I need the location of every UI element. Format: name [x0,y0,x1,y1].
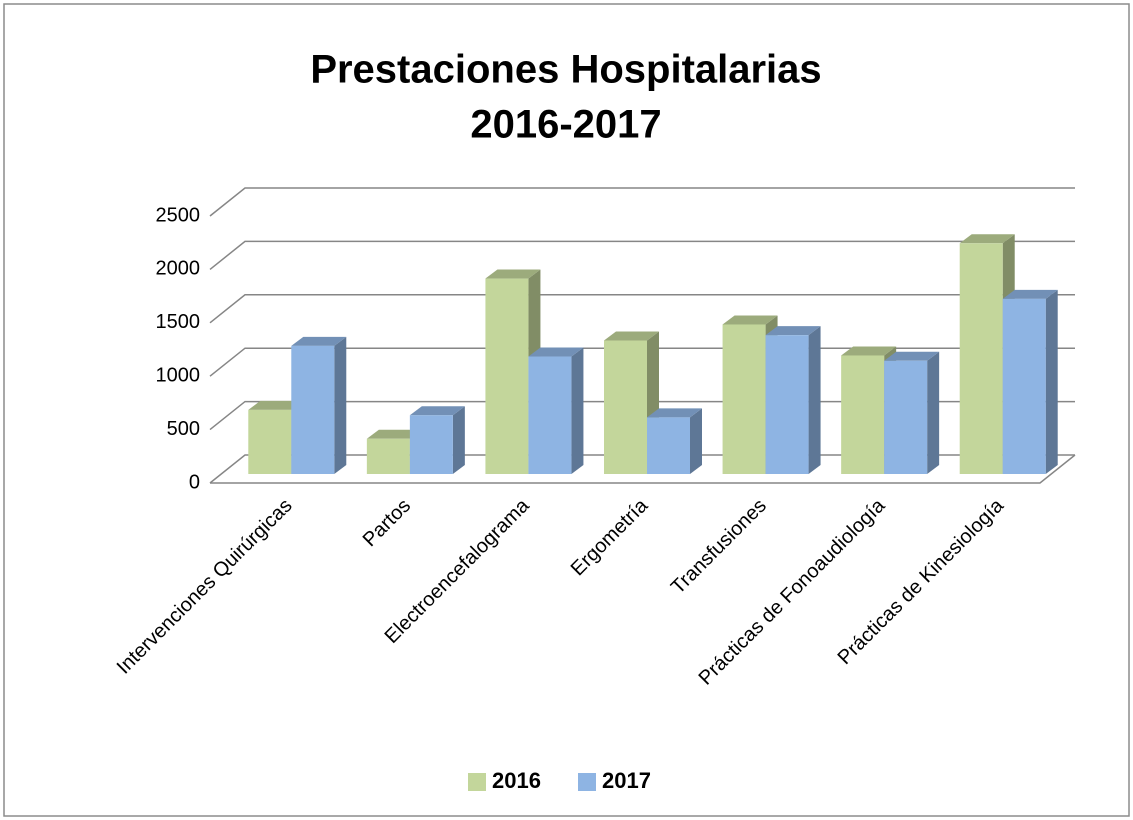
bar [409,415,453,474]
bar-top [959,234,1015,244]
bar [765,335,809,474]
bar-side [927,351,940,474]
bar [1002,298,1046,474]
bar-side [452,406,465,474]
bar-top [366,429,422,439]
y-tick-label: 2000 [156,258,201,280]
bar [528,356,572,474]
y-tick-label: 1000 [156,364,201,386]
y-tick-label: 0 [189,471,200,493]
legend-swatch [468,773,486,791]
floor-edge [210,454,1076,484]
bar-side [808,326,821,474]
bar [248,409,292,474]
bar-side [571,347,584,474]
bar [366,438,410,474]
bar-top [647,408,702,418]
bar-side [334,336,347,474]
y-tick-label: 1500 [156,311,201,333]
bar-top [248,400,304,410]
bar-top [528,347,584,357]
bar-top [485,269,541,279]
chart-title: 2016-2017 [470,103,661,147]
grid-line [209,294,1075,324]
bar-side [690,408,702,474]
bar-top [765,326,821,336]
bar [485,278,529,474]
bar [604,340,647,474]
legend-label: 2017 [602,768,651,793]
bar-top [409,406,465,416]
bar [884,360,928,474]
chart-title: Prestaciones Hospitalarias [310,48,821,92]
bar [647,417,690,474]
y-tick-label: 500 [167,418,200,440]
bar-top [884,351,940,361]
y-tick-label: 2500 [156,204,201,226]
grid-line [209,187,1075,217]
bar-top [604,331,659,341]
bar-top [841,346,897,356]
legend-label: 2016 [492,768,541,793]
grid-line [209,240,1075,270]
legend-swatch [578,773,596,791]
bar-top [722,315,778,325]
bar [722,324,766,474]
bar-top [1002,289,1058,299]
bar [959,243,1003,474]
bar-top [291,336,347,346]
bar-side [1045,289,1058,474]
bar [841,355,885,474]
bar [291,345,335,474]
